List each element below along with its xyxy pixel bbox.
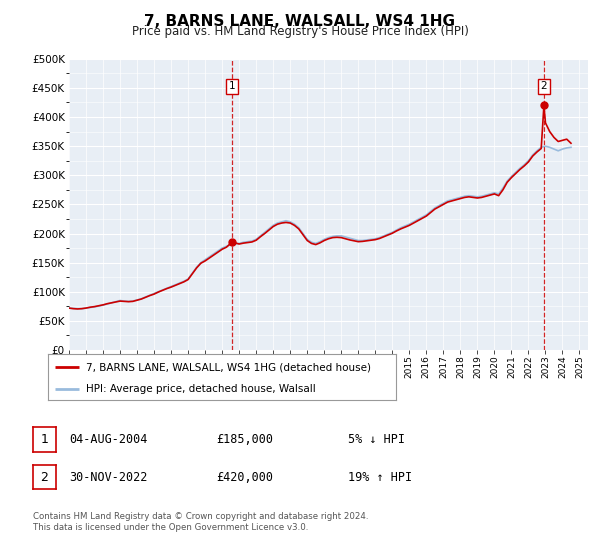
Text: 19% ↑ HPI: 19% ↑ HPI bbox=[348, 470, 412, 484]
Text: 30-NOV-2022: 30-NOV-2022 bbox=[69, 470, 148, 484]
Text: Price paid vs. HM Land Registry's House Price Index (HPI): Price paid vs. HM Land Registry's House … bbox=[131, 25, 469, 38]
Text: 5% ↓ HPI: 5% ↓ HPI bbox=[348, 433, 405, 446]
Text: £185,000: £185,000 bbox=[216, 433, 273, 446]
Text: £420,000: £420,000 bbox=[216, 470, 273, 484]
Text: 2: 2 bbox=[40, 470, 49, 484]
Text: 04-AUG-2004: 04-AUG-2004 bbox=[69, 433, 148, 446]
Text: Contains HM Land Registry data © Crown copyright and database right 2024.
This d: Contains HM Land Registry data © Crown c… bbox=[33, 512, 368, 532]
Text: 1: 1 bbox=[40, 433, 49, 446]
Text: 2: 2 bbox=[541, 81, 547, 91]
Text: 7, BARNS LANE, WALSALL, WS4 1HG: 7, BARNS LANE, WALSALL, WS4 1HG bbox=[145, 14, 455, 29]
Text: 7, BARNS LANE, WALSALL, WS4 1HG (detached house): 7, BARNS LANE, WALSALL, WS4 1HG (detache… bbox=[86, 362, 371, 372]
Text: HPI: Average price, detached house, Walsall: HPI: Average price, detached house, Wals… bbox=[86, 384, 316, 394]
Text: 1: 1 bbox=[229, 81, 235, 91]
